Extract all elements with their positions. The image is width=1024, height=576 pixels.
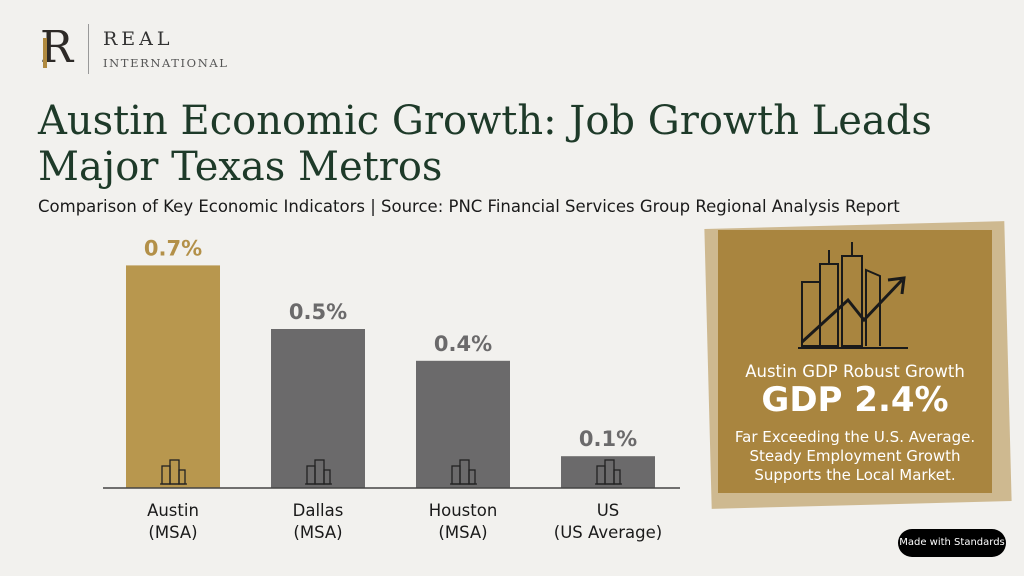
logo-accent [43,38,47,68]
building-icon [595,459,622,485]
data-label: 0.7% [144,236,202,260]
category-label: (MSA) [148,523,197,542]
category-label: (MSA) [293,523,342,542]
city-growth-icon [798,242,908,349]
category-label: (MSA) [438,523,487,542]
building-icon [450,459,477,485]
bar-dallas [271,329,365,488]
bar-austin [126,265,220,488]
gdp-callout-panel: Austin GDP Robust Growth GDP 2.4% Far Ex… [718,230,992,493]
building-icon [305,459,332,485]
gdp-value: GDP 2.4% [761,380,949,420]
data-label: 0.4% [434,332,492,356]
building-icon [160,459,187,485]
bar-us [561,456,655,488]
logo-divider [88,24,89,74]
bar-houston [416,360,510,488]
made-with-badge[interactable]: Made with Standards [898,529,1006,557]
panel-line: Steady Employment Growth [749,447,961,465]
brand-sub: INTERNATIONAL [103,56,229,70]
panel-line: Far Exceeding the U.S. Average. [734,428,976,446]
panel-line: Supports the Local Market. [754,466,956,484]
data-label: 0.1% [579,427,637,451]
category-label: Austin [147,501,199,520]
category-label: Houston [429,501,498,520]
brand-name: REAL [103,28,174,50]
panel-heading: Austin GDP Robust Growth [745,362,965,381]
page-title: Austin Economic Growth: Job Growth Leads… [38,98,932,190]
bar-chart: 0.7% Austin (MSA) 0.5% Dallas (MSA) 0.4% Housto… [103,236,680,542]
category-label: US [597,501,620,520]
category-label: (US Average) [554,523,662,542]
data-label: 0.5% [289,300,347,324]
category-label: Dallas [293,501,344,520]
page-subtitle: Comparison of Key Economic Indicators | … [38,197,900,216]
panel-body: Far Exceeding the U.S. Average. Steady E… [718,428,992,485]
